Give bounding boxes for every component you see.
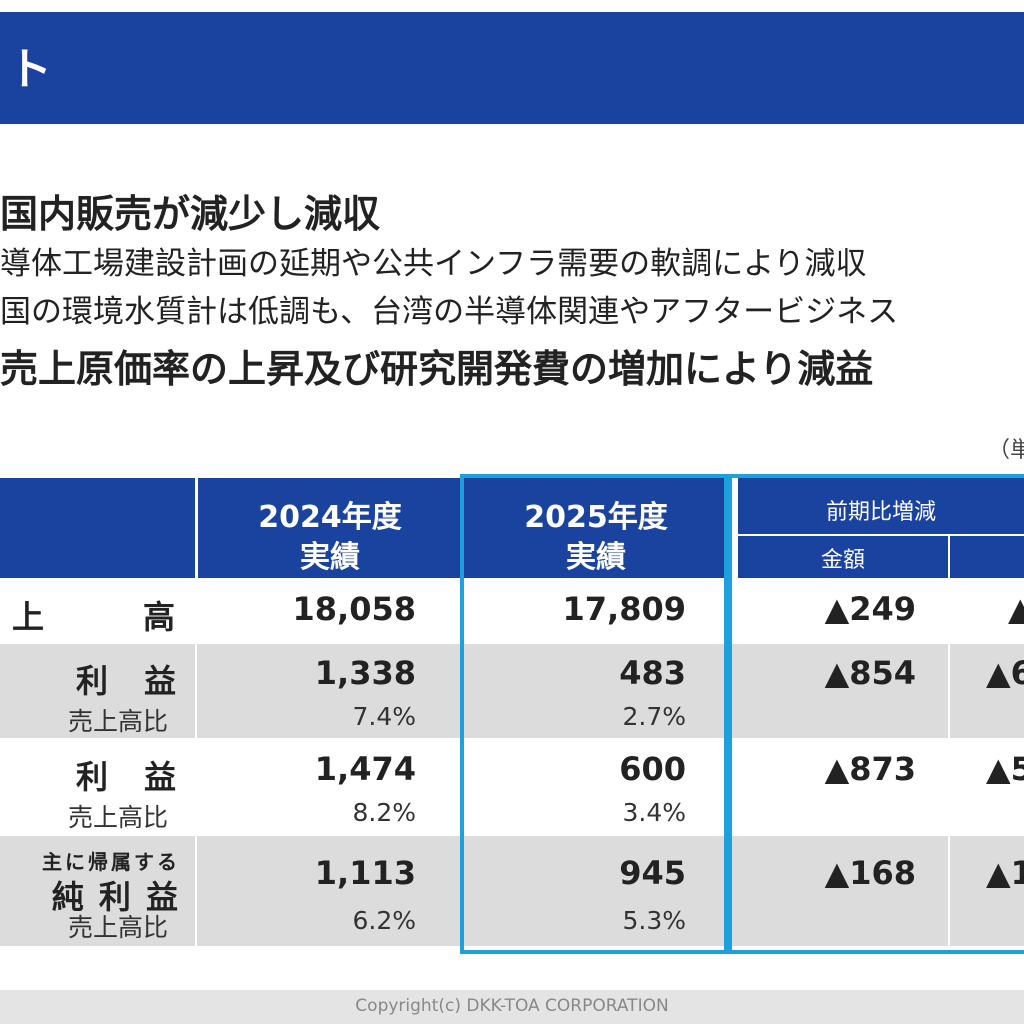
net-profit-2024: 1,113 xyxy=(314,854,416,892)
ord-profit-diff: ▲873 xyxy=(824,750,916,788)
unit-note: （単 xyxy=(988,438,1024,463)
header-2025-year: 2025年度 xyxy=(524,500,668,535)
header-amount-label: 金額 xyxy=(820,548,865,573)
title-bar: ト xyxy=(0,12,1024,124)
summary-headline-revenue: 国内販売が減少し減収 xyxy=(0,192,381,236)
copyright-text: Copyright(c) DKK-TOA CORPORATION xyxy=(355,996,669,1016)
header-ratio-cell xyxy=(950,536,1024,578)
header-change-label: 前期比増減 xyxy=(825,500,936,525)
sales-diff: ▲249 xyxy=(824,590,916,628)
row-ratio-label: 売上高比 xyxy=(68,803,169,832)
summary-detail-domestic: 導体工場建設計画の延期や公共インフラ需要の軟調により減収 xyxy=(0,246,867,282)
ord-profit-ratio-2024: 8.2% xyxy=(352,798,416,827)
header-2024-cell: 2024年度 実績 xyxy=(198,478,462,578)
header-label-cell xyxy=(0,478,195,578)
op-profit-ratio-2025: 2.7% xyxy=(622,702,686,731)
summary-detail-overseas: 国の環境水質計は低調も、台湾の半導体関連やアフタービジネス xyxy=(0,294,899,330)
net-profit-diff: ▲168 xyxy=(824,854,916,892)
row-label-net-profit-prefix: 主に帰属する xyxy=(42,850,180,874)
page-title: ト xyxy=(8,44,52,95)
header-2025-actual: 実績 xyxy=(566,540,626,575)
net-profit-ratio-2024: 6.2% xyxy=(352,906,416,935)
sales-2025: 17,809 xyxy=(562,590,686,628)
footer: Copyright(c) DKK-TOA CORPORATION xyxy=(0,990,1024,1024)
op-profit-diff-ratio: ▲6 xyxy=(986,654,1024,692)
table-row xyxy=(0,836,1024,946)
ord-profit-ratio-2025: 3.4% xyxy=(622,798,686,827)
header-amount-cell: 金額 xyxy=(738,536,948,578)
summary-headline-profit: 売上原価率の上昇及び研究開発費の増加により減益 xyxy=(0,347,874,391)
row-label-ordinary-profit: 利 益 xyxy=(75,758,178,796)
column-divider xyxy=(195,580,197,946)
ord-profit-2025: 600 xyxy=(619,750,686,788)
header-2024-actual: 実績 xyxy=(300,540,360,575)
net-profit-diff-ratio: ▲1 xyxy=(986,854,1024,892)
header-2025-cell: 2025年度 実績 xyxy=(464,478,728,578)
op-profit-2024: 1,338 xyxy=(314,654,416,692)
row-ratio-label: 売上高比 xyxy=(68,707,169,736)
row-ratio-label: 売上高比 xyxy=(68,913,169,942)
row-label-sales: 上 高 xyxy=(12,598,177,636)
op-profit-diff: ▲854 xyxy=(824,654,916,692)
net-profit-ratio-2025: 5.3% xyxy=(622,906,686,935)
table-row xyxy=(0,740,1024,834)
ord-profit-diff-ratio: ▲5 xyxy=(986,750,1024,788)
row-label-operating-profit: 利 益 xyxy=(75,662,178,700)
ord-profit-2024: 1,474 xyxy=(314,750,416,788)
row-label-net-profit: 純 利 益 xyxy=(51,878,180,916)
op-profit-2025: 483 xyxy=(619,654,686,692)
column-divider xyxy=(948,580,950,946)
header-2024-year: 2024年度 xyxy=(258,500,402,535)
header-change-cell: 前期比増減 xyxy=(738,478,1024,534)
sales-diff-ratio: ▲ xyxy=(1008,590,1024,628)
sales-2024: 18,058 xyxy=(292,590,416,628)
op-profit-ratio-2024: 7.4% xyxy=(352,702,416,731)
net-profit-2025: 945 xyxy=(619,854,686,892)
table-row xyxy=(0,580,1024,642)
table-row xyxy=(0,644,1024,738)
